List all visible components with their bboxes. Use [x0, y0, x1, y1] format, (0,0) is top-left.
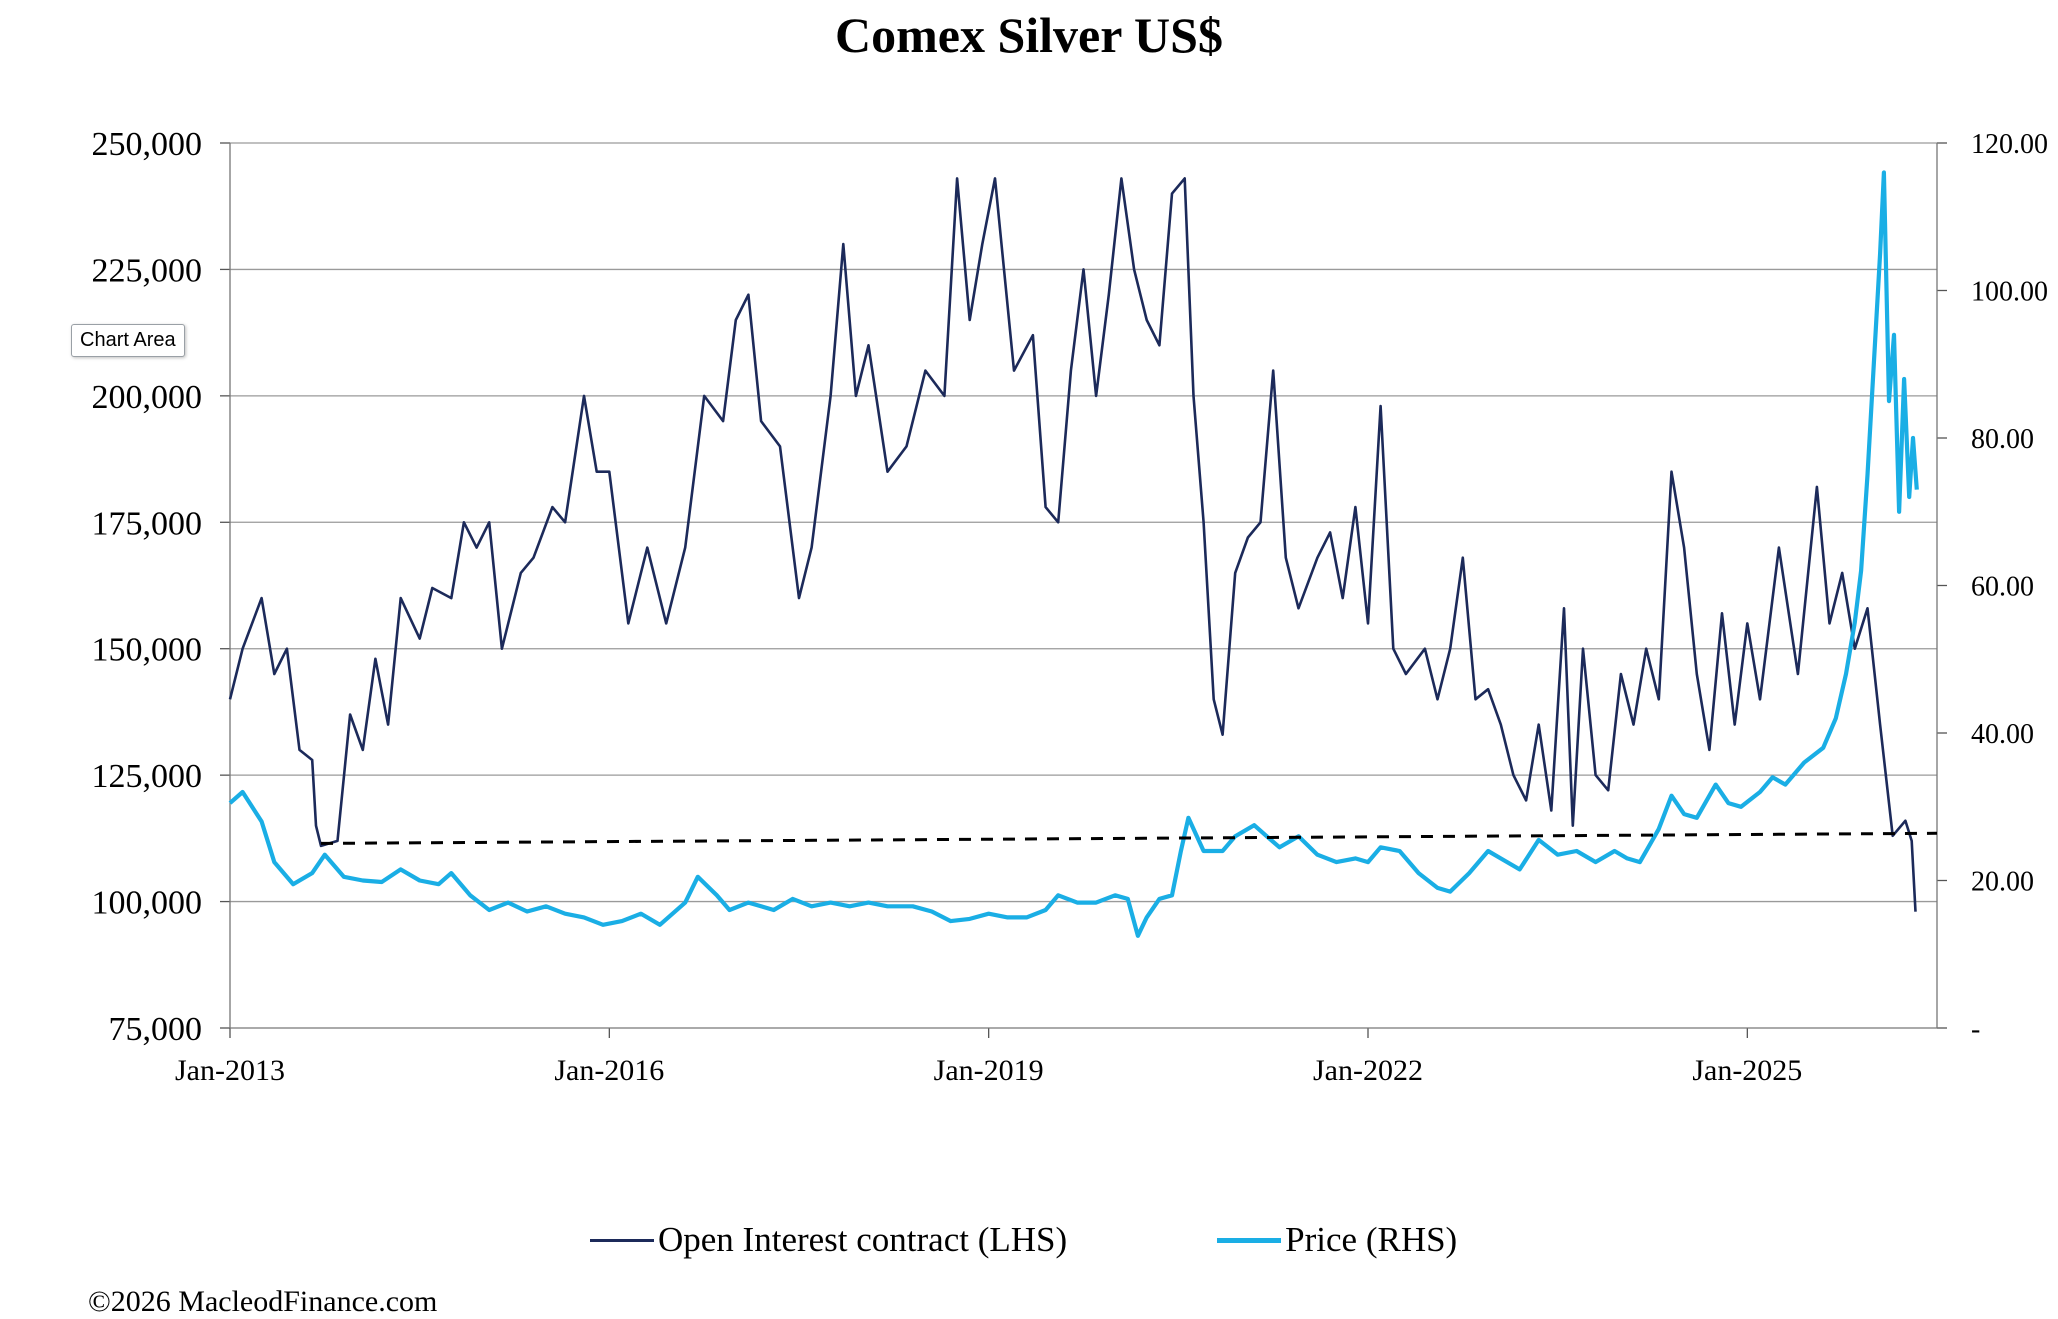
x-tick-label-0: Jan-2013	[175, 1054, 285, 1087]
y-left-tick-label-2: 125,000	[92, 758, 203, 795]
legend-swatch-price	[1217, 1237, 1282, 1243]
y-left-tick-label-7: 250,000	[92, 126, 203, 163]
legend-item-price[interactable]: Price (RHS)	[1217, 1220, 1457, 1260]
y-left-tick-label-6: 225,000	[92, 252, 203, 289]
legend-swatch-open-interest	[590, 1238, 654, 1242]
y-right-tick-label-2: 40.00	[1971, 719, 2034, 750]
y-left-tick-label-1: 100,000	[92, 885, 203, 922]
x-tick-label-2: Jan-2019	[934, 1054, 1044, 1087]
legend-label-open-interest: Open Interest contract (LHS)	[658, 1220, 1068, 1259]
y-right-tick-label-6: 120.00	[1971, 129, 2048, 160]
y-right-tick-label-3: 60.00	[1971, 572, 2034, 603]
y-left-tick-label-0: 75,000	[109, 1011, 203, 1048]
x-tick-label-3: Jan-2022	[1313, 1054, 1423, 1087]
legend-label-price: Price (RHS)	[1285, 1220, 1458, 1259]
y-right-tick-label-0: -	[1971, 1014, 1980, 1045]
tick-labels: 75,000 100,000 125,000 150,000 175,000 200,00…	[92, 126, 2049, 1087]
series-trendline	[320, 831, 1938, 845]
y-left-tick-label-3: 150,000	[92, 632, 203, 669]
copyright-text: ©2026 MacleodFinance.com	[88, 1285, 438, 1318]
chart-title: Comex Silver US$	[835, 7, 1223, 63]
chart-area-tooltip: Chart Area	[71, 324, 185, 357]
series-price-line	[228, 170, 1919, 938]
axes	[220, 142, 1947, 1038]
x-tick-label-1: Jan-2016	[554, 1054, 664, 1087]
y-left-tick-label-5: 200,000	[92, 379, 203, 416]
y-right-tick-label-1: 20.00	[1971, 867, 2034, 898]
y-left-tick-label-4: 175,000	[92, 505, 203, 542]
series-open-interest-line	[228, 177, 1917, 912]
y-right-tick-label-4: 80.00	[1971, 424, 2034, 455]
y-right-tick-label-5: 100.00	[1971, 277, 2048, 308]
legend-item-open-interest[interactable]: Open Interest contract (LHS)	[590, 1220, 1067, 1260]
series-lines	[228, 170, 1938, 938]
x-tick-label-4: Jan-2025	[1692, 1054, 1802, 1087]
legend: Open Interest contract (LHS) Price (RHS)	[590, 1220, 1607, 1260]
